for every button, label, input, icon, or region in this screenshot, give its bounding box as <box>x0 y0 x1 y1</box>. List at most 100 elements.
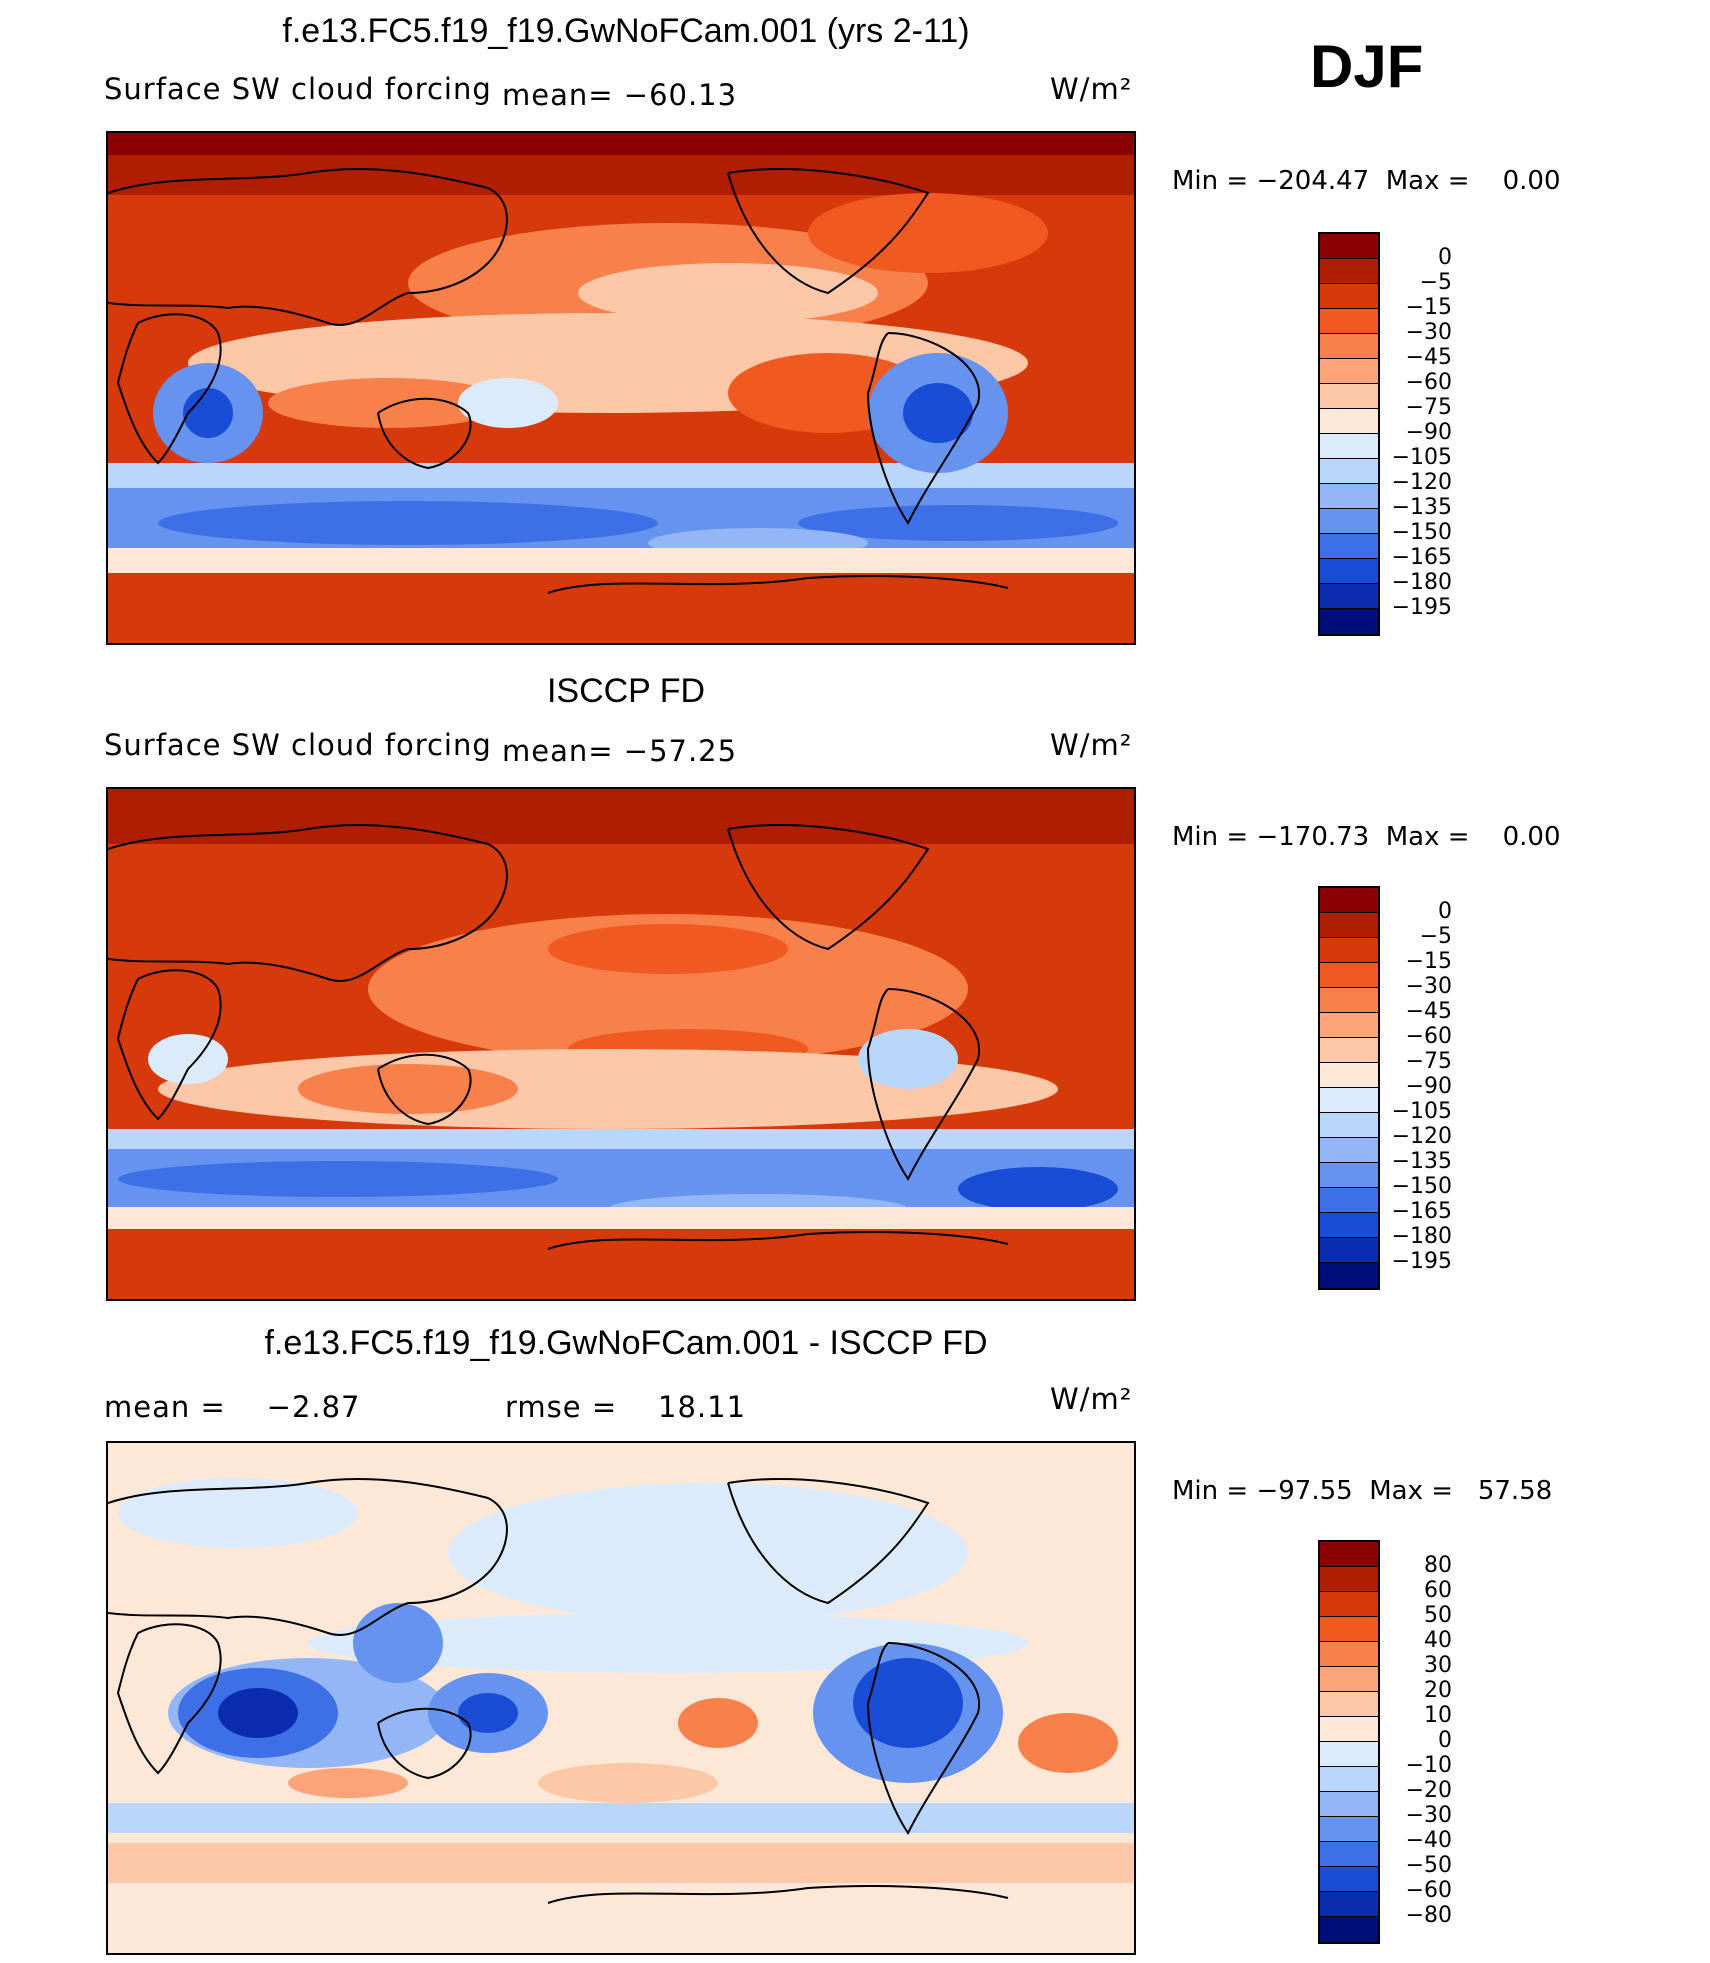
colorbar-swatch <box>1320 334 1378 359</box>
field-region <box>118 1478 358 1548</box>
colorbar-label: −5 <box>1419 924 1452 949</box>
colorbar-swatch <box>1320 559 1378 584</box>
colorbar-label: 60 <box>1424 1578 1452 1603</box>
colorbar-label: 30 <box>1424 1653 1452 1678</box>
panel3-max-label: Max = <box>1369 1476 1454 1506</box>
colorbar-swatch <box>1320 1088 1378 1113</box>
colorbar-swatch <box>1320 234 1378 259</box>
colorbar-label: −150 <box>1391 1174 1452 1199</box>
colorbar-label: −135 <box>1391 1149 1452 1174</box>
colorbar-swatch <box>1320 963 1378 988</box>
colorbar-swatch <box>1320 1567 1378 1592</box>
antarctica-coast <box>547 575 1009 594</box>
colorbar-label: −15 <box>1405 295 1452 320</box>
field-band <box>108 1803 1134 1833</box>
panel2-max-label: Max = <box>1385 822 1470 852</box>
panel1-mean-value: −60.13 <box>623 78 738 112</box>
field-region <box>298 1064 518 1114</box>
colorbar-swatch <box>1320 1767 1378 1792</box>
colorbar-swatch <box>1320 1892 1378 1917</box>
north-america-coast <box>727 1478 930 1605</box>
panel2-variable: Surface SW cloud forcing <box>104 728 492 762</box>
field-region <box>148 1034 228 1084</box>
colorbar-label: −105 <box>1391 1099 1452 1124</box>
africa-coast <box>116 313 222 465</box>
panel1-colorbar <box>1318 232 1380 636</box>
panel1-max-value: 0.00 <box>1502 166 1561 196</box>
field-region <box>1018 1713 1118 1773</box>
coastlines <box>108 167 1009 594</box>
colorbar-swatch <box>1320 1038 1378 1063</box>
colorbar-label: 0 <box>1438 245 1452 270</box>
australia-coast <box>377 1053 472 1126</box>
panel1-map <box>106 131 1136 645</box>
colorbar-label: −5 <box>1419 270 1452 295</box>
field-band <box>108 1207 1134 1229</box>
colorbar-swatch <box>1320 1163 1378 1188</box>
field-region <box>858 1029 958 1089</box>
field-region <box>578 263 878 323</box>
colorbar-label: −60 <box>1405 1878 1452 1903</box>
field-region <box>798 505 1118 541</box>
colorbar-swatch <box>1320 1692 1378 1717</box>
colorbar-label: −105 <box>1391 445 1452 470</box>
colorbar-swatch <box>1320 1917 1378 1942</box>
colorbar-swatch <box>1320 484 1378 509</box>
colorbar-swatch <box>1320 1263 1378 1288</box>
panel3-mean-value: −2.87 <box>266 1390 361 1424</box>
colorbar-swatch <box>1320 359 1378 384</box>
colorbar-swatch <box>1320 309 1378 334</box>
eurasia-coast <box>108 167 508 326</box>
colorbar-label: −165 <box>1391 1199 1452 1224</box>
colorbar-swatch <box>1320 1617 1378 1642</box>
panel2-min-label: Min = <box>1172 822 1249 852</box>
colorbar-swatch <box>1320 988 1378 1013</box>
australia-coast <box>377 1707 472 1780</box>
antarctic-band <box>108 1229 1134 1299</box>
panel2-max-value: 0.00 <box>1502 822 1561 852</box>
panel3-minmax: Min = −97.55 Max = 57.58 <box>1172 1476 1552 1506</box>
colorbar-swatch <box>1320 409 1378 434</box>
colorbar-label: −195 <box>1391 1249 1452 1274</box>
panel1-min-value: −204.47 <box>1256 166 1370 196</box>
field-region <box>368 914 968 1064</box>
antarctica-coast <box>547 1885 1009 1904</box>
field-region <box>183 388 233 438</box>
colorbar-swatch <box>1320 509 1378 534</box>
colorbar-swatch <box>1320 1717 1378 1742</box>
field-region <box>808 193 1048 273</box>
colorbar-label: −60 <box>1405 1024 1452 1049</box>
colorbar-swatch <box>1320 888 1378 913</box>
colorbar-label: 80 <box>1424 1553 1452 1578</box>
colorbar-swatch <box>1320 534 1378 559</box>
australia-coast <box>377 397 472 470</box>
eurasia-coast <box>108 1477 508 1636</box>
colorbar-label: −15 <box>1405 949 1452 974</box>
colorbar-label: −75 <box>1405 395 1452 420</box>
panel3-units: W/m² <box>1050 1382 1133 1416</box>
colorbar-swatch <box>1320 1667 1378 1692</box>
colorbar-label: 10 <box>1424 1703 1452 1728</box>
south-america-coast <box>866 332 981 525</box>
colorbar-label: −50 <box>1405 1853 1452 1878</box>
north-america-coast <box>727 824 930 951</box>
north-america-coast <box>727 168 930 295</box>
arctic-band <box>108 789 1134 844</box>
panel2-map <box>106 787 1136 1301</box>
colorbar-swatch <box>1320 609 1378 634</box>
field-band <box>108 1843 1134 1883</box>
coastlines <box>108 1477 1009 1904</box>
colorbar-label: −195 <box>1391 595 1452 620</box>
field-region <box>538 1763 718 1803</box>
colorbar-label: −90 <box>1405 1074 1452 1099</box>
colorbar-swatch <box>1320 584 1378 609</box>
panel2-mean: mean= −57.25 <box>502 734 737 768</box>
colorbar-label: −180 <box>1391 1224 1452 1249</box>
panel3-map <box>106 1441 1136 1955</box>
field-band <box>108 548 1134 573</box>
south-america-coast <box>866 1642 981 1835</box>
colorbar-label: −80 <box>1405 1903 1452 1928</box>
colorbar-swatch <box>1320 1742 1378 1767</box>
colorbar-label: −60 <box>1405 370 1452 395</box>
panel2-units: W/m² <box>1050 728 1133 762</box>
